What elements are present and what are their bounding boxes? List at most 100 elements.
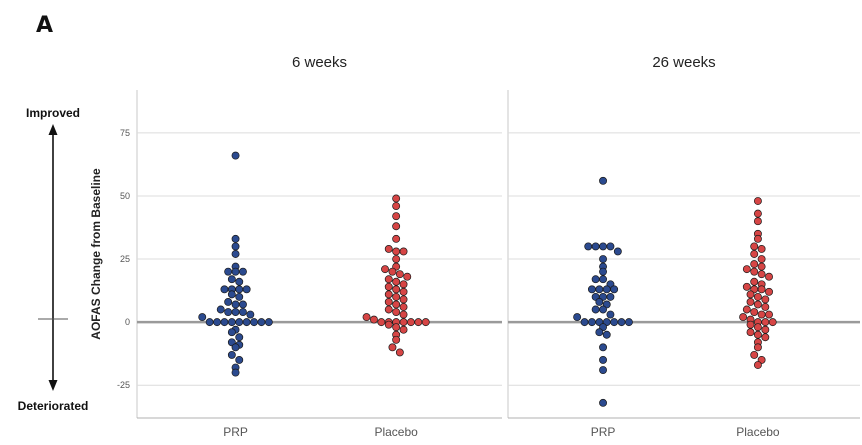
direction-arrow: Improved Deteriorated — [18, 106, 89, 413]
data-point-placebo — [407, 318, 415, 327]
data-point-placebo — [395, 270, 404, 279]
x-category-label: PRP — [591, 425, 616, 439]
data-point-prp — [587, 318, 596, 327]
data-point-placebo — [399, 280, 408, 289]
data-point-placebo — [392, 335, 401, 344]
data-point-prp — [606, 242, 615, 251]
data-point-prp — [595, 285, 604, 294]
data-point-placebo — [392, 202, 401, 211]
data-point-prp — [224, 308, 233, 316]
data-point-placebo — [384, 282, 393, 291]
data-point-placebo — [750, 267, 759, 276]
data-point-placebo — [753, 343, 762, 352]
x-category-label: PRP — [223, 425, 248, 439]
data-point-prp — [231, 343, 240, 352]
data-point-prp — [238, 267, 247, 276]
data-point-prp — [580, 318, 589, 327]
data-point-placebo — [395, 348, 404, 357]
data-point-prp — [227, 318, 236, 327]
data-point-prp — [235, 333, 244, 342]
data-point-placebo — [761, 318, 770, 327]
data-point-placebo — [746, 297, 755, 306]
data-point-prp — [231, 300, 240, 309]
data-point-placebo — [392, 277, 401, 286]
data-point-placebo — [399, 310, 408, 319]
data-point-placebo — [370, 315, 378, 324]
data-point-placebo — [753, 234, 762, 243]
data-point-placebo — [757, 245, 766, 253]
data-point-prp — [231, 151, 240, 160]
deteriorated-label: Deteriorated — [18, 399, 89, 413]
data-point-prp — [227, 328, 236, 337]
data-point-placebo — [392, 194, 401, 203]
data-point-prp — [242, 285, 251, 294]
data-point-placebo — [388, 343, 397, 352]
arrow-down-head-icon — [48, 380, 58, 391]
data-point-placebo — [384, 305, 393, 314]
data-point-placebo — [753, 330, 762, 339]
data-point-placebo — [750, 350, 759, 359]
y-tick-label: 25 — [120, 254, 130, 264]
data-point-placebo — [421, 318, 430, 327]
facet-title: 6 weeks — [292, 54, 347, 71]
data-point-placebo — [761, 303, 770, 311]
data-point-placebo — [757, 270, 766, 279]
data-point-prp — [606, 310, 615, 319]
data-point-placebo — [399, 303, 408, 311]
data-point-prp — [599, 242, 607, 251]
data-point-placebo — [392, 255, 401, 263]
data-point-placebo — [392, 292, 401, 301]
data-point-placebo — [392, 222, 401, 231]
data-point-prp — [595, 297, 604, 306]
data-point-placebo — [392, 234, 401, 243]
data-point-placebo — [414, 318, 423, 327]
data-point-placebo — [399, 325, 408, 334]
data-point-placebo — [392, 212, 401, 221]
data-point-placebo — [746, 290, 755, 299]
arrow-up-head-icon — [48, 124, 58, 135]
data-point-placebo — [399, 318, 408, 327]
data-point-placebo — [399, 295, 408, 304]
data-point-placebo — [742, 282, 751, 291]
facet-26-weeks: 26 weeks PRP Placebo — [507, 54, 860, 439]
data-point-prp — [610, 285, 619, 294]
data-point-prp — [602, 285, 611, 294]
data-point-prp — [599, 356, 607, 364]
data-point-prp — [599, 275, 607, 284]
data-point-placebo — [381, 265, 389, 274]
data-point-prp — [599, 366, 607, 375]
data-point-placebo — [765, 272, 773, 281]
data-point-prp — [220, 318, 229, 327]
data-point-prp — [591, 275, 600, 284]
data-point-placebo — [761, 295, 770, 304]
data-point-placebo — [750, 250, 759, 258]
data-point-prp — [599, 398, 607, 407]
data-point-prp — [238, 300, 247, 309]
data-point-prp — [599, 267, 607, 276]
data-point-placebo — [765, 287, 773, 296]
data-point-prp — [238, 308, 247, 316]
data-point-prp — [205, 318, 214, 327]
facet-6-weeks: 6 weeks PRP Placebo — [136, 54, 502, 439]
data-point-prp — [242, 318, 251, 327]
y-axis-ticks: -25 0 25 50 75 — [117, 128, 130, 390]
data-point-prp — [227, 350, 236, 359]
data-point-placebo — [742, 265, 751, 274]
data-point-prp — [599, 176, 607, 185]
data-point-prp — [591, 305, 600, 314]
data-point-placebo — [750, 242, 759, 251]
data-point-prp — [231, 368, 240, 377]
data-point-prp — [246, 310, 255, 319]
data-point-prp — [227, 290, 236, 299]
y-tick-label: -25 — [117, 380, 130, 390]
improved-label: Improved — [26, 106, 80, 120]
data-point-placebo — [757, 285, 766, 294]
data-point-placebo — [384, 297, 393, 306]
data-point-placebo — [384, 290, 393, 299]
data-point-placebo — [746, 328, 755, 337]
data-point-prp — [595, 328, 604, 337]
data-point-prp — [235, 318, 244, 327]
data-point-prp — [235, 277, 244, 286]
y-axis-label: AOFAS Change from Baseline — [89, 168, 103, 340]
data-point-prp — [257, 318, 266, 327]
